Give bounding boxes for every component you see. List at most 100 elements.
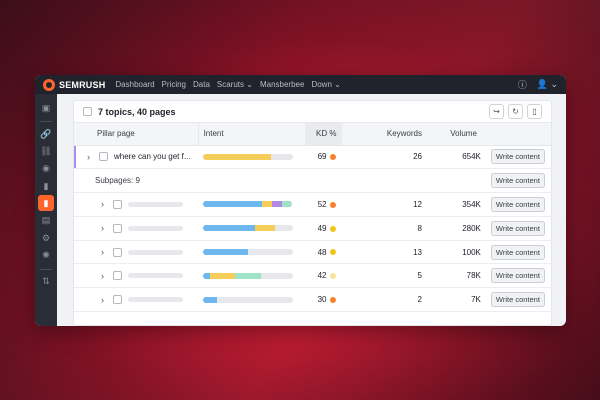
- keywords-value: 13: [342, 240, 432, 265]
- intent-cell: [198, 240, 305, 265]
- row-checkbox[interactable]: [113, 295, 122, 305]
- document-icon[interactable]: ▤: [41, 215, 51, 226]
- keywords-value: 26: [342, 145, 432, 170]
- kd-dot-icon: [330, 297, 337, 304]
- intent-bar: [203, 153, 294, 160]
- row-checkbox[interactable]: [113, 247, 122, 257]
- action-cell: Write content: [486, 168, 551, 194]
- col-header-action: [486, 123, 551, 146]
- intent-bar: [203, 201, 294, 208]
- nav-item-pricing[interactable]: Pricing: [161, 80, 186, 89]
- placeholder-text: [128, 249, 183, 255]
- intent-bar: [203, 225, 294, 232]
- col-header-kd[interactable]: KD %: [304, 123, 343, 146]
- main-nav: Dashboard Pricing Data Scaruts ⌄ Mansber…: [115, 80, 340, 89]
- topics-table: Pillar page Intent KD % Keywords Volume …: [74, 123, 551, 313]
- intent-segment: [203, 225, 256, 232]
- user-menu-icon[interactable]: 👤 ⌄: [536, 79, 558, 89]
- write-content-button[interactable]: Write content: [490, 244, 545, 260]
- write-content-button[interactable]: Write content: [490, 196, 545, 212]
- help-icon[interactable]: ⓘ: [517, 80, 527, 90]
- pillar-page-label: where can you get f...: [114, 152, 191, 162]
- kd-value: 69: [317, 152, 327, 162]
- subpages-row: Subpages: 9 Write content: [74, 168, 551, 194]
- table-row[interactable]: › 52 12 354K Write content: [74, 192, 551, 217]
- top-navbar: SEMRUSH Dashboard Pricing Data Scaruts ⌄…: [35, 75, 566, 94]
- chart-active-icon[interactable]: ▮: [38, 195, 54, 212]
- row-checkbox[interactable]: [113, 199, 122, 209]
- nav-item-down[interactable]: Down ⌄: [311, 80, 341, 89]
- nav-item-dashboard[interactable]: Dashboard: [115, 80, 155, 89]
- kd-dot-icon: [330, 154, 337, 161]
- clipboard-icon[interactable]: ▯: [527, 104, 542, 119]
- intent-segment: [272, 201, 283, 208]
- volume-value: 354K: [431, 192, 487, 217]
- refresh-icon[interactable]: ↻: [508, 104, 523, 119]
- write-content-button[interactable]: Write content: [490, 220, 545, 236]
- write-content-button[interactable]: Write content: [490, 292, 545, 308]
- intent-segment: [203, 272, 211, 279]
- write-content-button[interactable]: Write content: [490, 268, 545, 284]
- table-row[interactable]: › 42 5 78K Write content: [74, 263, 551, 289]
- nav-item-scaruts[interactable]: Scaruts ⌄: [216, 80, 253, 89]
- pillar-row[interactable]: › where can you get f... 69 26 654K: [74, 145, 551, 170]
- nav-item-data[interactable]: Data: [193, 80, 210, 89]
- expand-chevron-icon[interactable]: ›: [87, 151, 90, 162]
- action-cell: Write content: [486, 287, 551, 313]
- sidebar: ▣ 🔗 ⛓ ◉ ▮ ▮ ▤ ⚙ ✺ ⇅: [35, 94, 57, 326]
- nav-item-mansberbee[interactable]: Mansberbee: [259, 80, 305, 89]
- expand-chevron-icon[interactable]: ›: [101, 223, 104, 234]
- row-checkbox[interactable]: [113, 271, 122, 281]
- kd-dot-icon: [330, 201, 337, 208]
- volume-value: 280K: [431, 216, 487, 241]
- brand-logo[interactable]: SEMRUSH: [43, 78, 106, 91]
- write-content-button[interactable]: Write content: [490, 149, 545, 165]
- keywords-value: 8: [342, 216, 432, 241]
- kd-dot-icon: [330, 249, 337, 256]
- volume-value: 78K: [431, 263, 487, 289]
- expand-chevron-icon[interactable]: ›: [101, 294, 104, 305]
- col-header-intent[interactable]: Intent: [197, 123, 305, 146]
- share-icon[interactable]: ↪: [489, 104, 504, 119]
- intent-cell: [198, 192, 305, 217]
- expand-chevron-icon[interactable]: ›: [101, 199, 104, 210]
- table-row[interactable]: › 48 13 100K Write content: [74, 240, 551, 265]
- home-icon[interactable]: ▣: [41, 102, 51, 113]
- row-checkbox[interactable]: [99, 152, 108, 162]
- gear-icon[interactable]: ⚙: [41, 232, 51, 243]
- col-header-volume[interactable]: Volume: [431, 123, 487, 146]
- sidebar-divider-2: [40, 268, 52, 270]
- intent-cell: [198, 287, 305, 313]
- link-alt-icon[interactable]: ⛓: [40, 146, 52, 157]
- kd-dot-icon: [330, 225, 337, 232]
- col-header-pillar[interactable]: Pillar page: [74, 123, 199, 146]
- kd-cell: 30: [304, 287, 343, 313]
- expand-chevron-icon[interactable]: ›: [101, 270, 104, 281]
- keywords-value: 12: [342, 192, 432, 217]
- brand-name: SEMRUSH: [59, 79, 106, 90]
- intent-segment: [234, 272, 261, 279]
- table-header-row: Pillar page Intent KD % Keywords Volume: [74, 123, 551, 146]
- placeholder-text: [128, 297, 183, 303]
- subpage-cell: ›: [74, 216, 199, 241]
- eye-icon[interactable]: ◉: [42, 163, 50, 174]
- kd-cell: 42: [304, 263, 343, 289]
- write-content-button[interactable]: Write content: [490, 173, 545, 189]
- topics-panel: 7 topics, 40 pages ↪ ↻ ▯ Pillar page Int…: [73, 100, 552, 326]
- kd-value: 42: [317, 271, 327, 281]
- select-all-checkbox[interactable]: [83, 107, 92, 116]
- table-row[interactable]: › 30 2 7K Write content: [74, 287, 551, 313]
- action-cell: Write content: [486, 145, 551, 170]
- col-header-keywords[interactable]: Keywords: [342, 123, 432, 146]
- table-row[interactable]: › 49 8 280K Write content: [74, 216, 551, 241]
- intent-bar: [203, 249, 294, 256]
- expand-chevron-icon[interactable]: ›: [101, 247, 104, 258]
- bug-icon[interactable]: ✺: [42, 249, 50, 260]
- sort-icon[interactable]: ⇅: [42, 276, 50, 287]
- subpage-cell: ›: [74, 192, 199, 217]
- kd-cell: 69: [304, 145, 343, 170]
- subpage-cell: ›: [74, 263, 199, 289]
- link-icon[interactable]: 🔗: [40, 128, 52, 139]
- row-checkbox[interactable]: [113, 223, 122, 233]
- bar-chart-icon[interactable]: ▮: [43, 180, 49, 191]
